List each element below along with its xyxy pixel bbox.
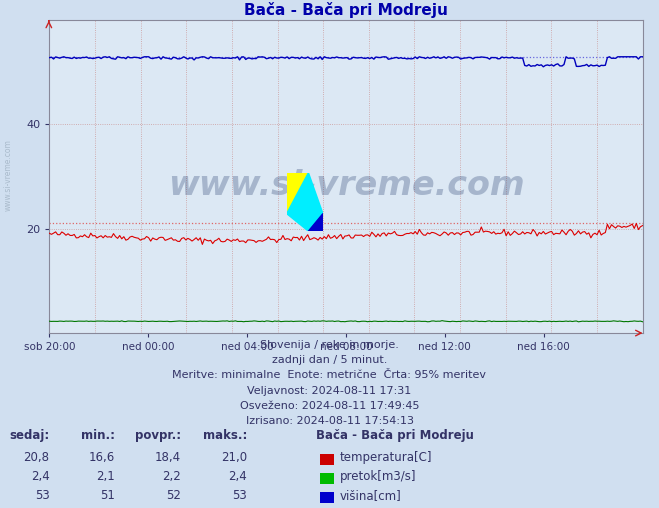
Text: 16,6: 16,6 — [89, 451, 115, 464]
Text: 2,4: 2,4 — [31, 470, 49, 483]
Text: Veljavnost: 2024-08-11 17:31: Veljavnost: 2024-08-11 17:31 — [247, 386, 412, 396]
Text: Osveženo: 2024-08-11 17:49:45: Osveženo: 2024-08-11 17:49:45 — [240, 401, 419, 411]
Text: Izrisano: 2024-08-11 17:54:13: Izrisano: 2024-08-11 17:54:13 — [246, 416, 413, 426]
Text: 2,4: 2,4 — [229, 470, 247, 483]
Text: 20,8: 20,8 — [24, 451, 49, 464]
Text: 2,1: 2,1 — [97, 470, 115, 483]
Text: 52: 52 — [166, 489, 181, 502]
Text: Slovenija / reke in morje.: Slovenija / reke in morje. — [260, 340, 399, 350]
Text: 53: 53 — [35, 489, 49, 502]
Text: maks.:: maks.: — [203, 429, 247, 442]
Text: višina[cm]: višina[cm] — [339, 489, 401, 502]
Text: www.si-vreme.com: www.si-vreme.com — [167, 169, 525, 202]
Text: sedaj:: sedaj: — [9, 429, 49, 442]
Polygon shape — [308, 213, 323, 231]
Text: pretok[m3/s]: pretok[m3/s] — [339, 470, 416, 483]
Text: min.:: min.: — [81, 429, 115, 442]
Text: www.si-vreme.com: www.si-vreme.com — [3, 139, 13, 211]
Title: Bača - Bača pri Modreju: Bača - Bača pri Modreju — [244, 2, 448, 18]
Text: Meritve: minimalne  Enote: metrične  Črta: 95% meritev: Meritve: minimalne Enote: metrične Črta:… — [173, 370, 486, 380]
Text: 51: 51 — [100, 489, 115, 502]
Text: povpr.:: povpr.: — [135, 429, 181, 442]
Text: zadnji dan / 5 minut.: zadnji dan / 5 minut. — [272, 355, 387, 365]
Text: 53: 53 — [233, 489, 247, 502]
Text: 21,0: 21,0 — [221, 451, 247, 464]
Text: temperatura[C]: temperatura[C] — [339, 451, 432, 464]
Text: 18,4: 18,4 — [155, 451, 181, 464]
Polygon shape — [287, 173, 323, 231]
Polygon shape — [287, 173, 308, 213]
Text: Bača - Bača pri Modreju: Bača - Bača pri Modreju — [316, 429, 474, 442]
Text: 2,2: 2,2 — [163, 470, 181, 483]
